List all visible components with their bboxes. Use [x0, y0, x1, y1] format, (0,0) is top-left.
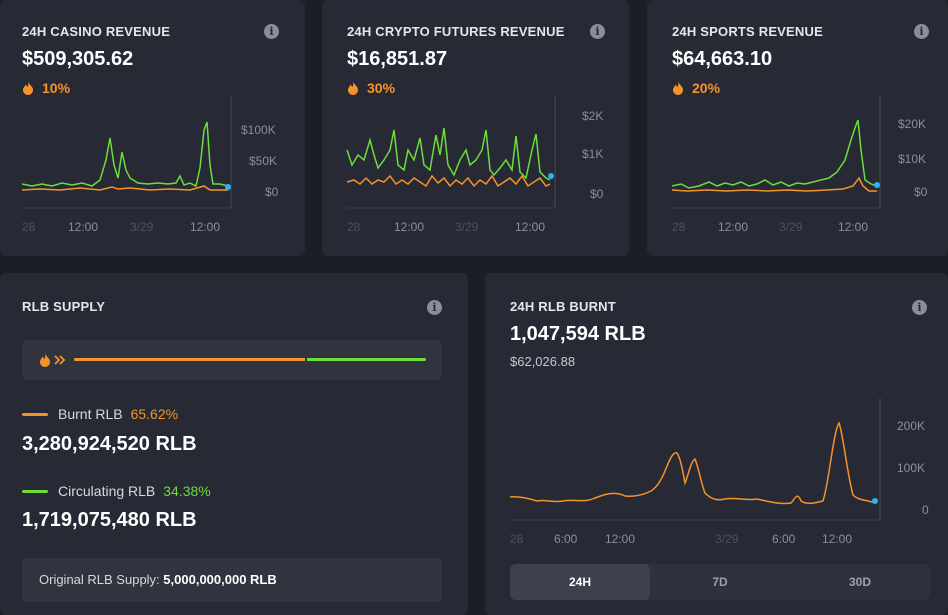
info-icon[interactable]: i [912, 300, 927, 315]
original-supply-box: Original RLB Supply: 5,000,000,000 RLB [22, 558, 442, 602]
futures-revenue-card: 24H CRYPTO FUTURES REVENUE i $16,851.87 … [322, 0, 629, 256]
x-tick: 28 [22, 220, 36, 234]
x-tick: 28 [347, 220, 361, 234]
original-supply-value: 5,000,000,000 RLB [163, 572, 277, 587]
y-tick: $50K [249, 154, 277, 168]
card-title: 24H SPORTS REVENUE [672, 24, 823, 39]
circulating-amount: 1,719,075,480 RLB [22, 509, 197, 531]
share-percent: 20% [672, 80, 720, 96]
circulating-label: Circulating RLB [58, 483, 156, 499]
x-tick: 12:00 [394, 220, 424, 234]
flame-icon [673, 81, 683, 95]
tab-7d[interactable]: 7D [712, 575, 728, 589]
supply-bar [22, 340, 442, 380]
x-tick: 6:00 [772, 532, 796, 546]
share-percent: 30% [347, 80, 395, 96]
x-tick: 6:00 [554, 532, 578, 546]
flame-icon [348, 81, 358, 95]
supply-progress-track [74, 358, 426, 361]
card-title: 24H CASINO REVENUE [22, 24, 171, 39]
percent-label: 30% [367, 80, 396, 96]
timeframe-tabs: 24H 7D 30D [510, 564, 930, 600]
card-title: RLB SUPPLY [22, 299, 106, 314]
burnt-swatch [22, 412, 48, 416]
x-tick: 3/29 [455, 220, 479, 234]
sports-chart: $20K $10K $0 28 12:00 3/29 12:00 [671, 96, 928, 234]
sports-orange-series [671, 176, 877, 192]
futures-orange-series [346, 174, 551, 188]
revenue-value: $16,851.87 [347, 48, 448, 70]
card-title: 24H CRYPTO FUTURES REVENUE [347, 24, 565, 39]
share-percent: 10% [22, 80, 70, 96]
flame-icon [40, 353, 50, 367]
burn-chart: 200K 100K 0 28 6:00 12:00 3/29 6:00 12:0… [509, 398, 929, 546]
x-tick: 12:00 [605, 532, 635, 546]
tab-30d[interactable]: 30D [848, 575, 871, 589]
x-tick: 3/29 [779, 220, 803, 234]
burnt-progress-fill [74, 358, 305, 361]
casino-revenue-card: 24H CASINO REVENUE i $509,305.62 10% $10… [0, 0, 305, 256]
circulating-legend: Circulating RLB 34.38% [22, 483, 211, 499]
x-tick: 12:00 [515, 220, 545, 234]
y-tick: $0 [590, 187, 604, 201]
y-tick: $0 [914, 185, 928, 199]
y-tick: $20K [898, 117, 926, 131]
x-tick: 12:00 [838, 220, 868, 234]
percent-label: 20% [692, 80, 721, 96]
burnt-amount: 3,280,924,520 RLB [22, 433, 197, 455]
y-tick: $100K [241, 123, 276, 137]
burnt-label: Burnt RLB [58, 406, 123, 422]
latest-point-dot [872, 498, 878, 504]
x-tick: 12:00 [68, 220, 98, 234]
casino-orange-series [21, 185, 228, 191]
info-icon[interactable]: i [590, 24, 605, 39]
circulating-swatch [22, 489, 48, 493]
y-tick: $0 [265, 185, 279, 199]
flame-icon [23, 81, 33, 95]
latest-point-dot [225, 184, 231, 190]
y-tick: 100K [897, 461, 925, 475]
burnt-percent: 65.62% [130, 406, 179, 422]
x-tick: 28 [672, 220, 686, 234]
futures-chart: $2K $1K $0 28 12:00 3/29 12:00 [346, 96, 604, 234]
burnt-usd-value: $62,026.88 [510, 354, 576, 369]
original-supply-label: Original RLB Supply: [39, 572, 160, 587]
x-tick: 12:00 [718, 220, 748, 234]
y-tick: 200K [897, 419, 925, 433]
y-tick: $10K [898, 152, 926, 166]
latest-point-dot [874, 182, 880, 188]
info-icon[interactable]: i [264, 24, 279, 39]
burnt-value: 1,047,594 RLB [510, 323, 646, 345]
y-tick: $1K [582, 147, 603, 161]
info-icon[interactable]: i [914, 24, 929, 39]
circulating-percent: 34.38% [163, 483, 211, 499]
x-tick: 12:00 [190, 220, 220, 234]
revenue-value: $64,663.10 [672, 48, 773, 70]
casino-green-series [21, 121, 229, 188]
x-tick: 3/29 [715, 532, 739, 546]
percent-label: 10% [42, 80, 71, 96]
info-icon[interactable]: i [427, 300, 442, 315]
x-tick: 3/29 [130, 220, 154, 234]
progress-divider [304, 358, 307, 361]
card-title: 24H RLB BURNT [510, 299, 616, 314]
y-tick: $2K [582, 109, 603, 123]
x-tick: 28 [510, 532, 524, 546]
sports-revenue-card: 24H SPORTS REVENUE i $64,663.10 20% $20K… [647, 0, 948, 256]
rlb-burnt-card: 24H RLB BURNT i 1,047,594 RLB $62,026.88… [485, 273, 948, 615]
sports-green-series [671, 119, 878, 189]
x-tick: 12:00 [822, 532, 852, 546]
burnt-legend: Burnt RLB 65.62% [22, 406, 178, 422]
double-chevron-icon [54, 355, 66, 365]
y-tick: 0 [922, 503, 929, 517]
latest-point-dot [548, 173, 554, 179]
burn-orange-series [509, 421, 876, 505]
tab-24h[interactable]: 24H [510, 564, 650, 600]
revenue-value: $509,305.62 [22, 48, 134, 70]
futures-green-series [346, 127, 551, 181]
casino-chart: $100K $50K $0 28 12:00 3/29 12:00 [21, 96, 279, 234]
